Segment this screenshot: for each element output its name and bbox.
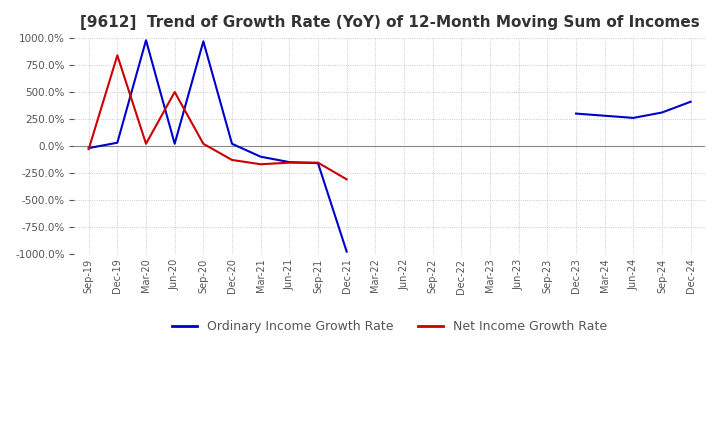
Legend: Ordinary Income Growth Rate, Net Income Growth Rate: Ordinary Income Growth Rate, Net Income … bbox=[167, 315, 613, 338]
Title: [9612]  Trend of Growth Rate (YoY) of 12-Month Moving Sum of Incomes: [9612] Trend of Growth Rate (YoY) of 12-… bbox=[80, 15, 700, 30]
